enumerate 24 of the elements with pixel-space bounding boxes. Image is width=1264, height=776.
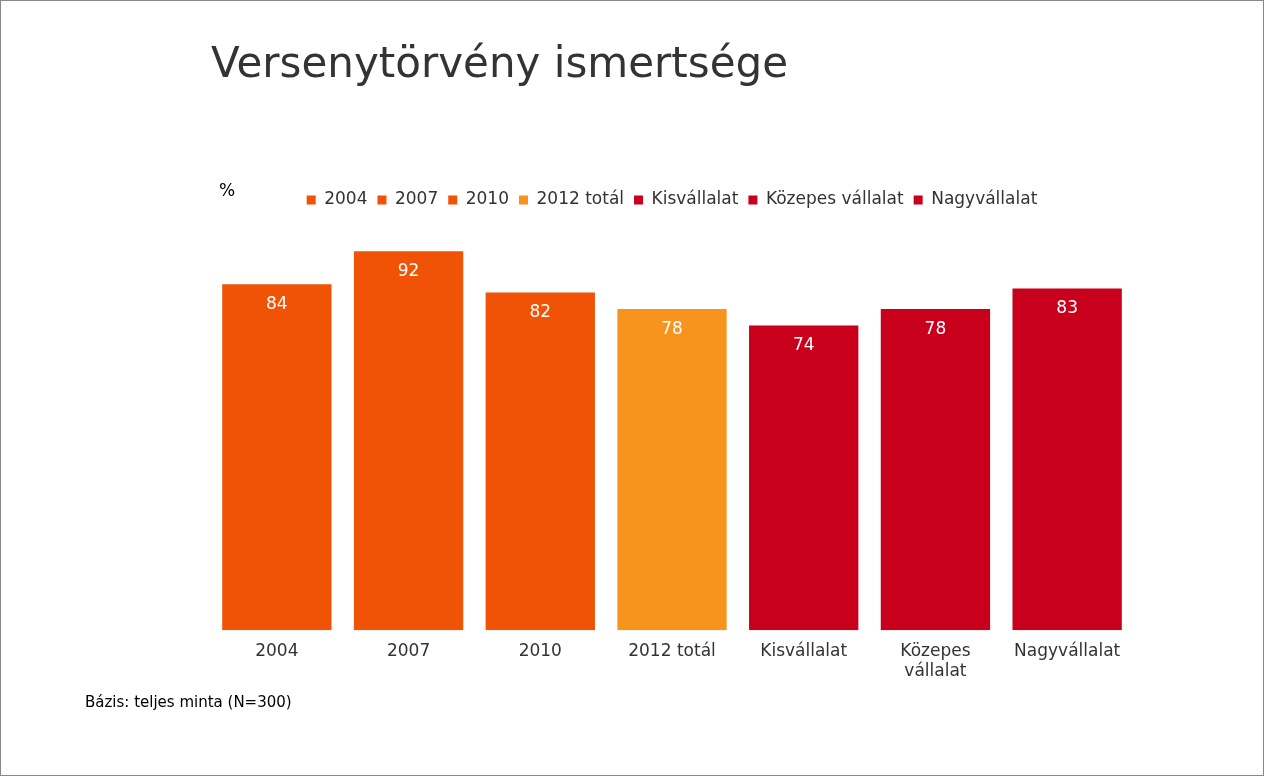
legend-label: 2007	[394, 188, 439, 209]
data-label: 78	[924, 317, 947, 338]
legend-label: 2004	[324, 188, 368, 209]
data-label: 83	[1056, 297, 1078, 318]
x-tick-label: 2012 totál	[628, 639, 716, 660]
legend-label: 2012 totál	[536, 188, 625, 209]
y-axis-title: %	[219, 180, 236, 201]
data-label: 92	[397, 260, 420, 281]
x-tick-label: 2007	[386, 639, 431, 660]
data-label: 74	[792, 334, 815, 355]
text: Bázis: teljes minta (N=300)	[85, 693, 292, 711]
x-tick-label: Közepes vállalat	[900, 639, 971, 681]
chart-title: Versenytörvény ismertsége	[211, 38, 788, 88]
legend-label: 2010	[465, 188, 509, 209]
x-tick-label: Nagyvállalat	[1014, 639, 1121, 660]
data-label: 84	[266, 293, 288, 314]
legend-label: Nagyvállalat	[931, 188, 1038, 209]
x-tick-label: 2004	[255, 639, 299, 660]
data-label: 78	[661, 317, 683, 338]
x-tick-label: Kisvállalat	[760, 639, 848, 660]
data-label: 82	[529, 301, 552, 322]
legend-label: Közepes vállalat	[765, 188, 904, 209]
x-tick-label: 2010	[518, 639, 562, 660]
legend-label: Kisvállalat	[651, 188, 739, 209]
